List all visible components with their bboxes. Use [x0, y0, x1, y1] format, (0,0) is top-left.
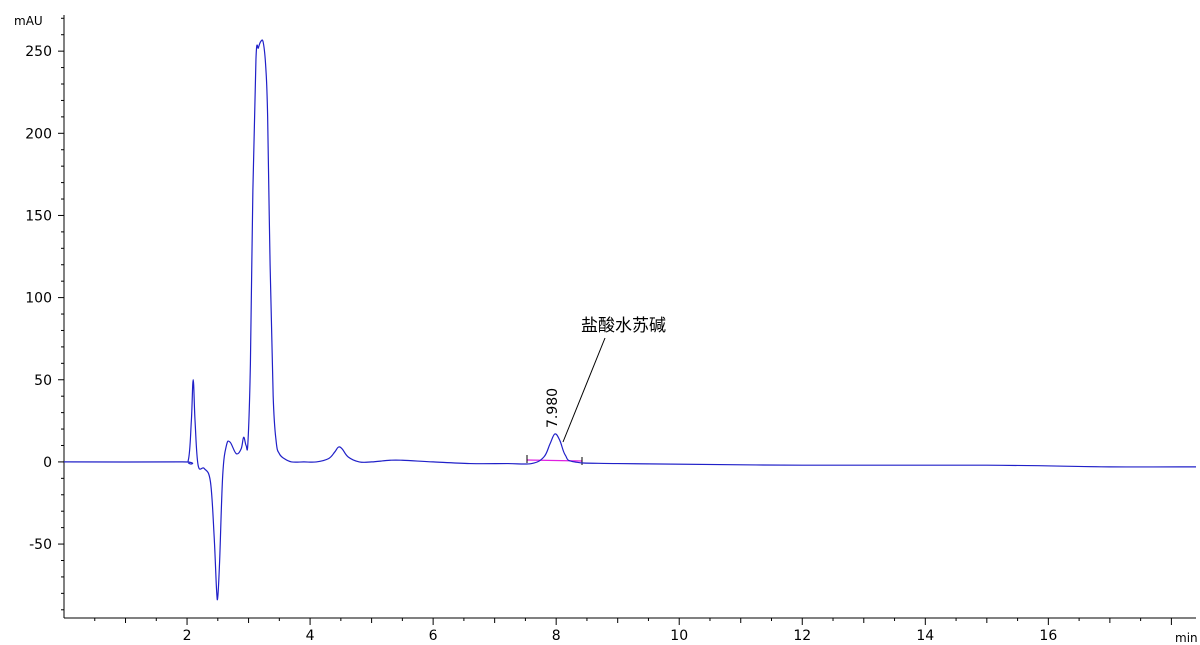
x-tick-label: 10 — [670, 628, 688, 644]
y-tick-label: 200 — [25, 126, 52, 142]
y-tick-label: -50 — [29, 537, 52, 553]
y-axis-ticks: -50 0 50 100 150 200 250 — [25, 17, 64, 611]
x-axis-unit-label: min — [1175, 631, 1198, 645]
x-tick-label: 12 — [793, 628, 811, 644]
integration-baseline — [526, 459, 583, 462]
y-tick-label: 100 — [25, 291, 52, 307]
signal-trace — [63, 39, 1197, 601]
x-axis-ticks: 2 4 6 8 10 12 14 16 — [94, 618, 1172, 644]
y-tick-label: 150 — [25, 208, 52, 224]
x-tick-label: 6 — [429, 628, 438, 644]
y-axis-unit-label: mAU — [14, 14, 43, 28]
y-tick-label: 0 — [43, 455, 52, 471]
compound-leader-line — [562, 337, 606, 443]
retention-time-label: 7.980 — [545, 388, 561, 428]
y-tick-label: 250 — [25, 44, 52, 60]
x-tick-label: 16 — [1039, 628, 1057, 644]
x-tick-label: 4 — [306, 628, 315, 644]
x-tick-label: 2 — [183, 628, 192, 644]
y-tick-label: 50 — [34, 373, 52, 389]
x-tick-label: 8 — [552, 628, 561, 644]
x-tick-label: 14 — [916, 628, 934, 644]
compound-name-label: 盐酸水苏碱 — [581, 316, 666, 336]
